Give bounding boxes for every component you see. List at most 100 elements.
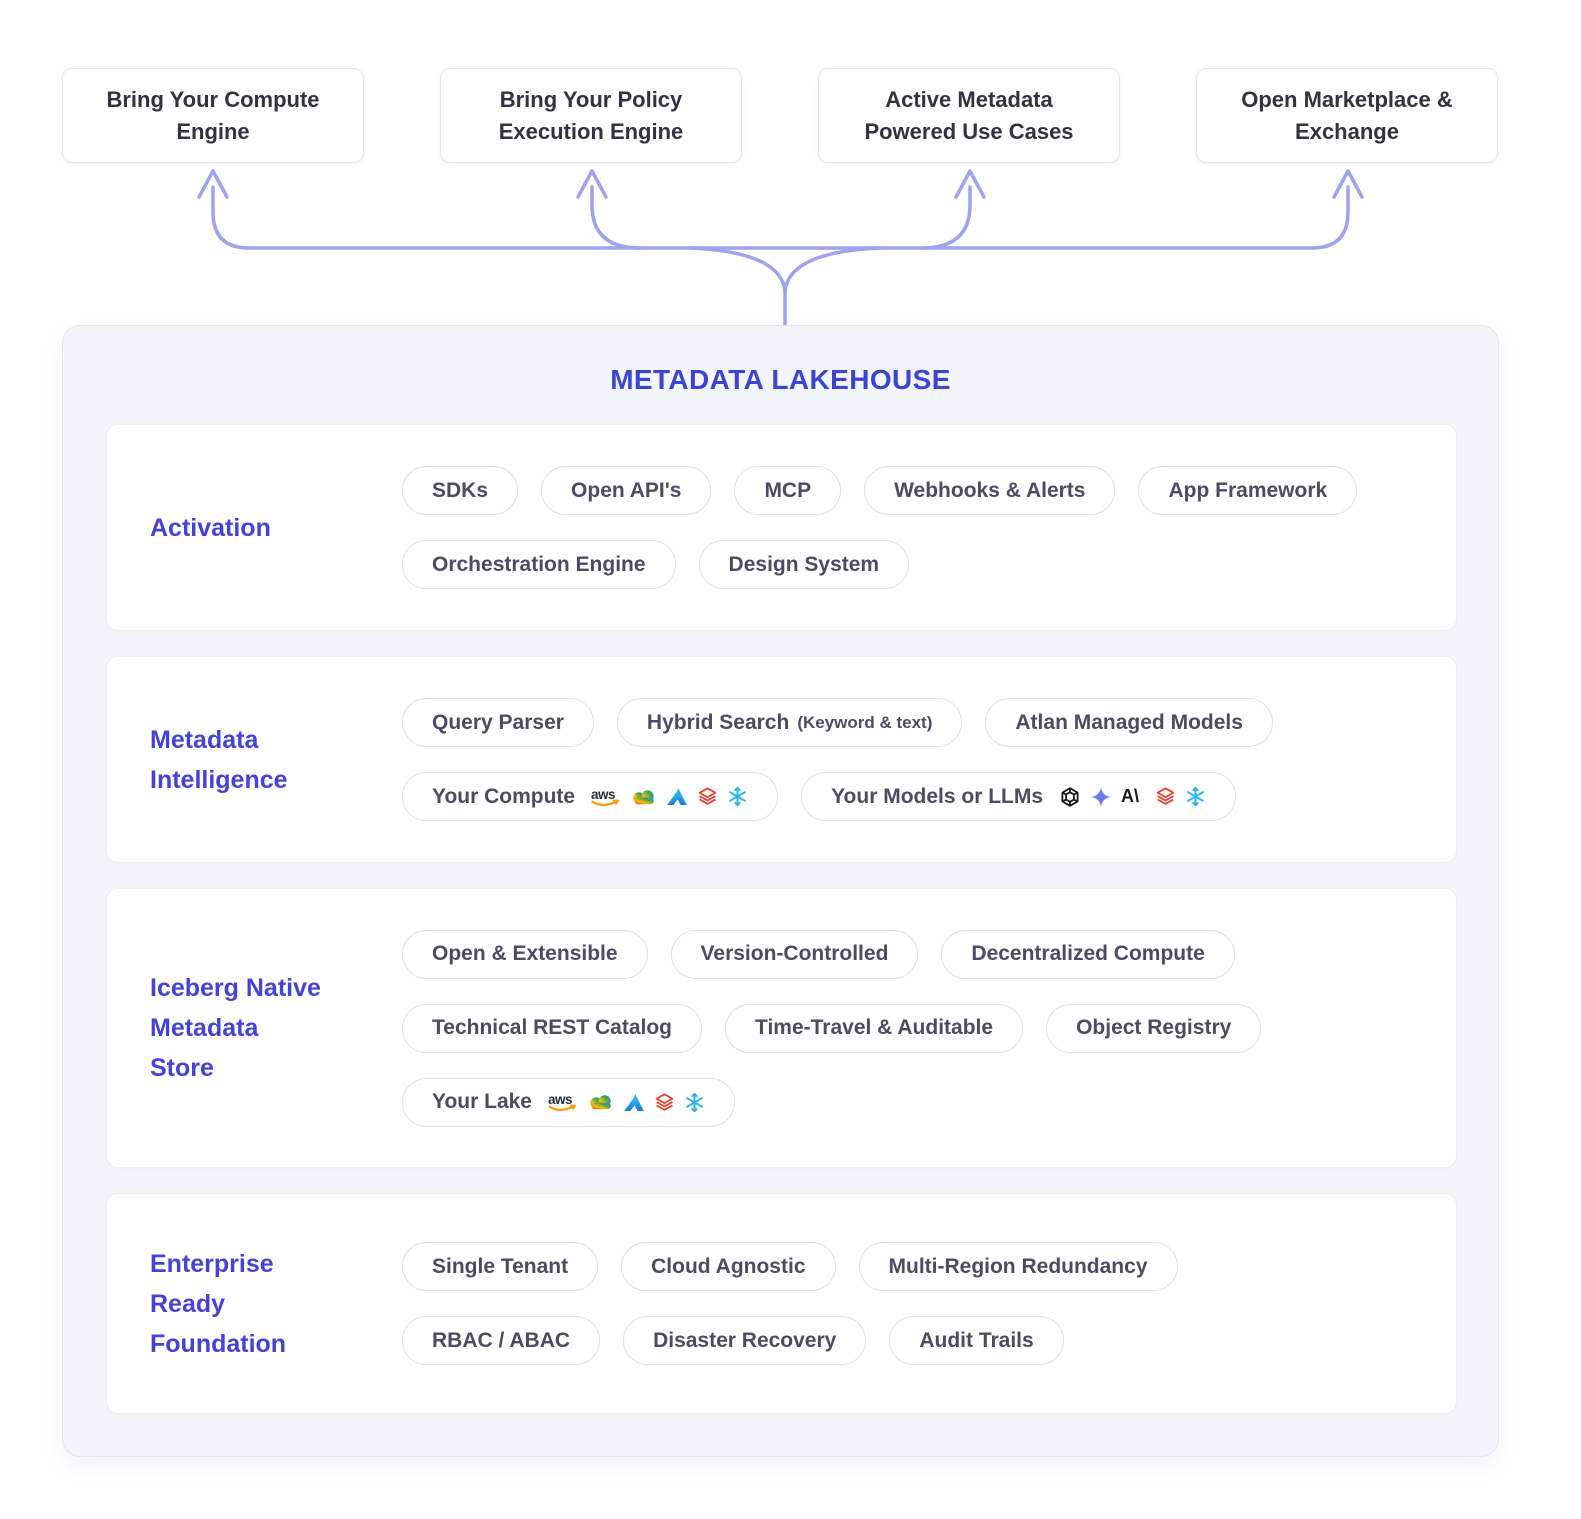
top-box-label-line: Bring Your Compute	[106, 86, 320, 112]
svg-text:aws: aws	[591, 787, 615, 802]
pill-design-system: Design System	[698, 540, 910, 589]
pill-rbac-abac: RBAC / ABAC	[402, 1316, 601, 1365]
section-label: Enterprise Ready Foundation	[150, 1244, 286, 1364]
pill-label: Open API's	[571, 478, 682, 502]
arrowhead-2	[576, 169, 608, 199]
pill-app-framework: App Framework	[1138, 466, 1358, 515]
pill-rows: Single Tenant Cloud Agnostic Multi-Region …	[402, 1194, 1444, 1413]
pill-open-extensible: Open & Extensible	[402, 929, 648, 979]
pill-label: Version-Controlled	[700, 942, 889, 965]
pill-label: Your Lake	[432, 1090, 532, 1113]
top-boxes: Bring Your Compute Engine Bring Your Polic…	[62, 68, 1499, 163]
pill-label: Atlan Managed Models	[1015, 710, 1243, 734]
panel-title: METADATA LAKEHOUSE	[610, 364, 951, 395]
section-card-activation: Activation SDKs Open API's MCP Webhooks & A…	[106, 424, 1457, 631]
azure-icon	[666, 787, 688, 806]
openai-icon	[1059, 786, 1081, 808]
pill-row: Your Lake aws	[402, 1077, 1444, 1127]
pill-label: Technical REST Catalog	[432, 1016, 672, 1039]
arrow-branch-3	[920, 185, 972, 250]
pill-vendor-icons: aws	[591, 786, 748, 807]
pill-row: RBAC / ABAC Disaster Recovery Audit Trails	[402, 1316, 1444, 1365]
pill-label: Webhooks & Alerts	[894, 478, 1086, 502]
databricks-icon	[1155, 786, 1176, 807]
pill-label: Decentralized Compute	[971, 942, 1205, 965]
arrow-branch-2	[590, 185, 642, 250]
svg-text:aws: aws	[548, 1092, 572, 1107]
google-cloud-icon	[588, 1092, 614, 1112]
pill-rows: Open & Extensible Version-Controlled Decen…	[402, 889, 1444, 1167]
snowflake-icon	[684, 1092, 705, 1113]
pill-cloud-agnostic: Cloud Agnostic	[621, 1242, 836, 1291]
top-box-label-line: Open Marketplace &	[1241, 86, 1453, 112]
arrow-stem-left	[688, 246, 787, 326]
snowflake-icon	[1185, 786, 1206, 807]
pill-label: Your Compute	[432, 784, 576, 808]
pill-row: Your Compute aws Your Models or LLMs A\	[402, 772, 1444, 821]
pill-label: Hybrid Search	[646, 710, 790, 734]
pill-technical-rest-catalog: Technical REST Catalog	[402, 1003, 702, 1053]
pill-row: Query Parser Hybrid Search (Keyword & text…	[402, 698, 1444, 747]
pill-label: Open & Extensible	[432, 942, 618, 965]
arrowhead-4	[1332, 169, 1364, 199]
pill-disaster-recovery: Disaster Recovery	[623, 1316, 867, 1365]
pill-label: App Framework	[1168, 478, 1328, 502]
pill-decentralized-compute: Decentralized Compute	[941, 929, 1235, 979]
top-box-bring-your-policy-execution-engine: Bring Your Policy Execution Engine	[440, 68, 742, 163]
pill-label: Disaster Recovery	[653, 1328, 837, 1352]
section-label-line: Activation	[150, 513, 271, 542]
section-card-iceberg-native-metadata-store: Iceberg Native Metadata Store Open & Exten…	[106, 888, 1457, 1168]
databricks-icon	[697, 786, 718, 807]
pill-orchestration-engine: Orchestration Engine	[402, 540, 676, 589]
databricks-icon	[654, 1092, 675, 1113]
pill-label: Time-Travel & Auditable	[755, 1016, 994, 1039]
gemini-icon	[1090, 786, 1112, 808]
pill-rows: SDKs Open API's MCP Webhooks & Alerts App Fr…	[402, 425, 1444, 630]
section-label-line: Ready	[150, 1289, 226, 1318]
section-card-enterprise-ready-foundation: Enterprise Ready Foundation Single Tenant C…	[106, 1193, 1457, 1414]
pill-object-registry: Object Registry	[1046, 1003, 1262, 1053]
top-box-open-marketplace-exchange: Open Marketplace & Exchange	[1196, 68, 1498, 163]
aws-icon: aws	[548, 1092, 579, 1112]
arrow-stem-right	[783, 246, 882, 294]
top-box-active-metadata-powered-use-cases: Active Metadata Powered Use Cases	[818, 68, 1120, 163]
svg-text:A\: A\	[1121, 787, 1139, 806]
pill-open-api-s: Open API's	[541, 466, 712, 515]
section-label: Iceberg Native Metadata Store	[150, 968, 321, 1088]
metadata-lakehouse-panel: METADATA LAKEHOUSE Activation SDKs Open A…	[62, 325, 1499, 1457]
flow-arrows	[197, 169, 1364, 326]
pill-your-models-or-llms: Your Models or LLMs A\	[801, 772, 1237, 821]
section-card-metadata-intelligence: Metadata Intelligence Query Parser Hybrid …	[106, 656, 1457, 863]
aws-icon: aws	[591, 787, 622, 807]
pill-time-travel-auditable: Time-Travel & Auditable	[725, 1003, 1024, 1053]
pill-sdks: SDKs	[402, 466, 519, 515]
pill-label: Design System	[728, 552, 880, 576]
pill-single-tenant: Single Tenant	[402, 1242, 599, 1291]
section-label-line: Metadata	[150, 725, 259, 754]
pill-row: Orchestration Engine Design System	[402, 540, 1444, 589]
arrow-rail	[211, 185, 1350, 250]
pill-label: Your Models or LLMs	[831, 784, 1044, 808]
pill-label: MCP	[764, 478, 812, 502]
pill-label: Cloud Agnostic	[651, 1254, 806, 1278]
section-label-line: Enterprise	[150, 1249, 274, 1278]
section-label-line: Intelligence	[150, 765, 288, 794]
section-label-line: Foundation	[150, 1329, 287, 1358]
snowflake-icon	[727, 786, 748, 807]
pill-row: SDKs Open API's MCP Webhooks & Alerts App Fr…	[402, 466, 1444, 515]
pill-row: Single Tenant Cloud Agnostic Multi-Region …	[402, 1242, 1444, 1291]
pill-webhooks-alerts: Webhooks & Alerts	[864, 466, 1116, 515]
top-box-label-line: Active Metadata	[885, 86, 1053, 112]
arrowhead-1	[197, 169, 229, 199]
pill-row: Technical REST Catalog Time-Travel & Audi…	[402, 1003, 1444, 1053]
pill-mcp: MCP	[734, 466, 842, 515]
section-label-line: Iceberg Native	[150, 974, 321, 1002]
top-box-label-line: Powered Use Cases	[864, 118, 1074, 144]
arrowhead-3	[954, 169, 986, 199]
section-label: Activation	[150, 508, 271, 548]
pill-rows: Query Parser Hybrid Search (Keyword & text…	[402, 657, 1444, 862]
pill-label: Orchestration Engine	[432, 552, 646, 576]
pill-version-controlled: Version-Controlled	[670, 929, 919, 979]
pill-label: SDKs	[432, 478, 489, 502]
pill-query-parser: Query Parser	[402, 698, 594, 747]
